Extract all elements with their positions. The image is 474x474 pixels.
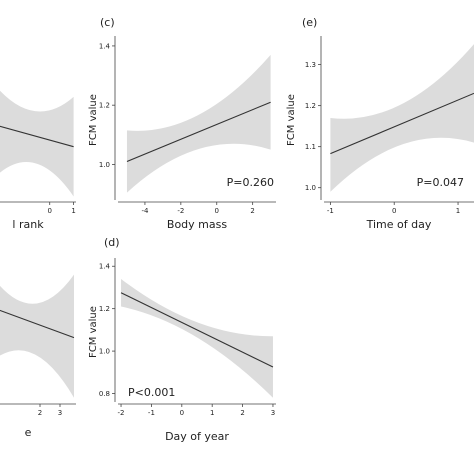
panel-d-y-label: FCM value (88, 306, 99, 358)
panel-b-fit-line (0, 309, 75, 339)
panel-d-x-label: Day of year (165, 430, 229, 443)
x-tick-label: -1 (327, 207, 334, 215)
x-tick-label: 0 (215, 207, 219, 215)
panel-c-letter: (c) (100, 16, 115, 29)
panel-b-confidence-band (0, 274, 74, 398)
panel-a-fit-line (0, 125, 74, 148)
panel-e-confidence-band (330, 44, 474, 192)
panel-a-x-label: l rank (12, 218, 44, 231)
panel-d: (d) -2 -1 0 1 2 3 0.8 1.0 1.2 1.4 Day of year FC… (88, 236, 276, 443)
x-tick-label: -2 (118, 409, 125, 417)
x-tick-label: -2 (177, 207, 184, 215)
panel-c-y-label: FCM value (88, 94, 99, 146)
panel-d-y-ticks: 0.8 1.0 1.2 1.4 (99, 263, 115, 398)
panel-e-p-value: P=0.047 (417, 176, 464, 189)
x-tick-label: 0 (47, 207, 51, 215)
y-tick-label: 0.8 (99, 390, 110, 398)
y-tick-label: 1.2 (99, 102, 110, 110)
panel-e-y-ticks: 1.0 1.1 1.2 1.3 (305, 61, 321, 192)
y-tick-label: 1.0 (99, 161, 110, 169)
x-tick-label: 3 (58, 409, 62, 417)
panel-d-fit-line (120, 292, 274, 368)
panel-e-y-label: FCM value (286, 94, 297, 146)
y-tick-label: 1.1 (305, 143, 316, 151)
x-tick-label: 1 (210, 409, 214, 417)
y-tick-label: 1.0 (305, 184, 316, 192)
y-tick-label: 1.2 (99, 305, 110, 313)
panel-c-fit-line (126, 101, 271, 162)
panel-c-p-value: P=0.260 (227, 176, 274, 189)
y-tick-label: 1.3 (305, 61, 316, 69)
panel-c-x-ticks: -4 -2 0 2 (141, 202, 255, 215)
x-tick-label: 2 (240, 409, 244, 417)
y-tick-label: 1.2 (305, 102, 316, 110)
panel-d-confidence-band (121, 278, 273, 398)
panel-c-confidence-band (126, 54, 271, 193)
panel-e-x-ticks: -1 0 1 (327, 202, 460, 215)
y-tick-label: 1.0 (99, 348, 110, 356)
panel-d-p-value: P<0.001 (128, 386, 175, 399)
x-tick-label: 0 (180, 409, 184, 417)
x-tick-label: 2 (250, 207, 254, 215)
panel-a-confidence-band (0, 90, 74, 197)
panel-e-x-label: Time of day (366, 218, 432, 231)
y-tick-label: 1.4 (99, 263, 111, 271)
x-tick-label: 1 (71, 207, 75, 215)
panel-e-fit-line (330, 92, 474, 155)
panel-d-letter: (d) (104, 236, 120, 249)
x-tick-label: -4 (141, 207, 149, 215)
y-tick-label: 1.4 (99, 42, 111, 50)
panel-b-x-label: e (25, 426, 32, 439)
x-tick-label: -1 (148, 409, 155, 417)
panel-d-x-ticks: -2 -1 0 1 2 3 (118, 404, 275, 417)
panel-c-x-label: Body mass (167, 218, 227, 231)
panel-e-letter: (e) (302, 16, 317, 29)
x-tick-label: 2 (38, 409, 42, 417)
panel-c-y-ticks: 1.0 1.2 1.4 (99, 42, 115, 169)
panel-e: (e) -1 0 1 1.0 1.1 1.2 1.3 Time of day FCM va… (286, 16, 474, 231)
x-tick-label: 1 (456, 207, 460, 215)
x-tick-label: 3 (271, 409, 275, 417)
panel-c: (c) -4 -2 0 2 1.0 1.2 1.4 Body mass FCM value… (88, 16, 276, 231)
x-tick-label: 0 (392, 207, 396, 215)
